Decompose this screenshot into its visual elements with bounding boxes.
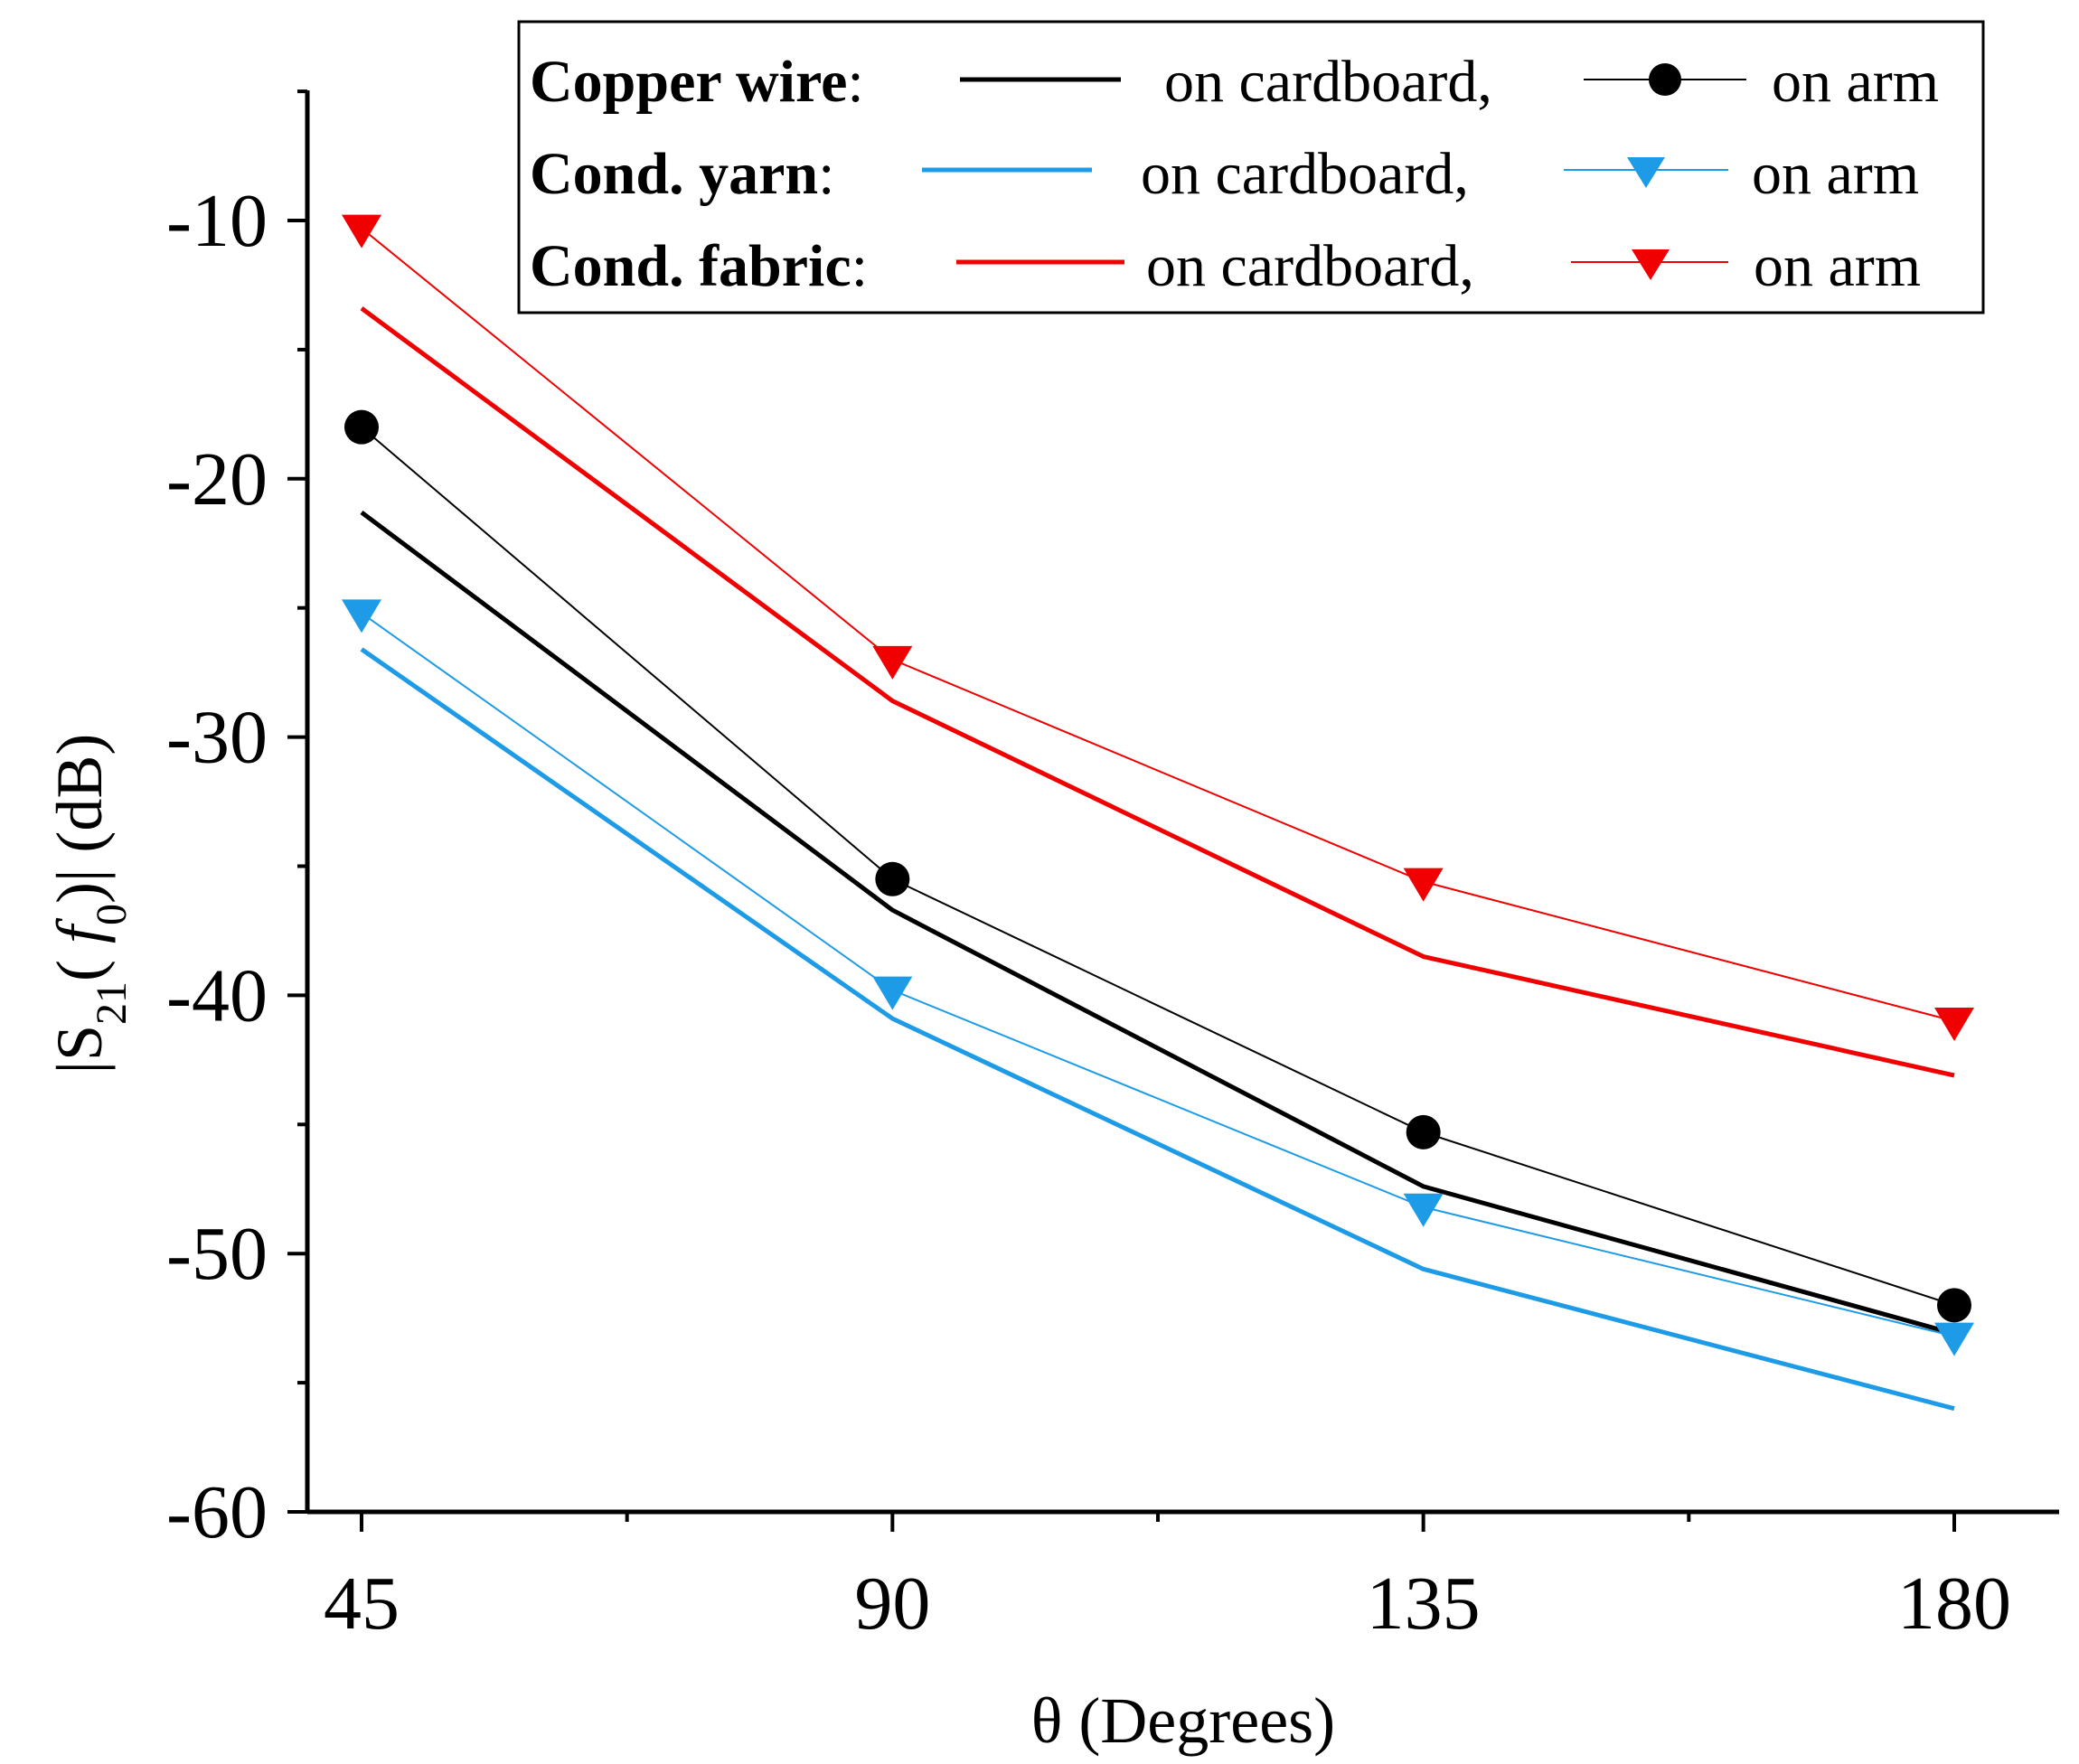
series-1-point: [344, 409, 379, 445]
legend-row-1-cardboard-text: on cardboard,: [1141, 141, 1469, 207]
series-line-4: [360, 306, 1955, 1078]
y-title-prefix: |S: [43, 1025, 116, 1074]
series-3-point: [1403, 1193, 1444, 1227]
y-tick-label: -20: [166, 437, 268, 521]
series-3-point: [872, 976, 913, 1010]
series-5-point: [1934, 1007, 1974, 1041]
y-tick-label: -40: [166, 953, 268, 1037]
legend-row-2-material: Cond. fabric:: [530, 233, 868, 299]
series-3-point: [1934, 1322, 1974, 1356]
x-tick-label: 90: [854, 1562, 930, 1646]
y-title-suffix: )| (dB): [43, 734, 116, 904]
x-tick-label: 45: [324, 1562, 400, 1646]
series-3-point: [342, 599, 381, 633]
series-1-point: [1406, 1114, 1441, 1149]
y-title-mid: (: [43, 943, 116, 981]
legend-row-0-cardboard-text: on cardboard,: [1164, 49, 1492, 115]
x-axis-title: θ (Degrees): [1031, 1684, 1335, 1757]
y-title-sub2: 0: [88, 904, 136, 925]
legend-row-0-material: Copper wire:: [530, 49, 864, 115]
y-ticks: -60 -50 -40 -30 -20 -10: [166, 89, 307, 1554]
series-5-point: [1403, 868, 1444, 902]
legend-box: [517, 20, 1985, 314]
y-tick-label: -30: [166, 696, 268, 780]
series-layer: [342, 214, 1974, 1412]
legend-row-2-cardboard-text: on cardboard,: [1146, 233, 1474, 299]
x-tick-label: 135: [1367, 1562, 1481, 1646]
legend-row-1-arm-marker: [1627, 157, 1665, 188]
series-line-0: [360, 510, 1955, 1337]
legend-row-1-material: Cond. yarn:: [530, 141, 834, 207]
series-line-2: [360, 647, 1955, 1412]
axes: [305, 90, 2059, 1515]
y-tick-label: -60: [166, 1470, 268, 1554]
x-tick-label: 180: [1897, 1562, 2011, 1646]
series-5-point: [342, 214, 381, 249]
y-tick-label: -10: [166, 179, 268, 263]
y-tick-label: -50: [166, 1212, 268, 1296]
legend-row-0-arm-text: on arm: [1772, 49, 1939, 115]
y-axis-title: |S21( f0)| (dB): [43, 734, 136, 1074]
series-1-point: [1937, 1288, 1971, 1323]
legend-row-2-arm-text: on arm: [1754, 233, 1921, 299]
x-ticks: 45 90 135 180: [324, 1512, 2011, 1646]
series-line-3: [361, 612, 1955, 1337]
series-1-point: [875, 861, 910, 896]
y-title-sub: 21: [88, 981, 136, 1025]
series-line-5: [361, 227, 1955, 1022]
legend: Copper wire: on cardboard, on arm Cond. …: [517, 20, 1985, 314]
series-line-1: [361, 426, 1955, 1307]
legend-row-2-arm-marker: [1632, 249, 1670, 280]
legend-row-1-arm-text: on arm: [1752, 141, 1919, 207]
series-5-point: [872, 645, 913, 680]
legend-row-0-arm-marker: [1649, 63, 1681, 96]
